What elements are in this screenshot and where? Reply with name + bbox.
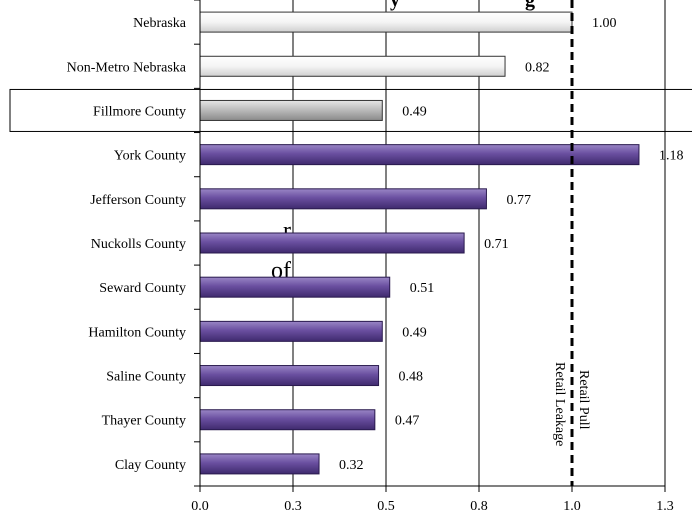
x-tick-label-4: 1.0 <box>563 499 581 514</box>
bar-10 <box>199 453 320 475</box>
x-tick-label-0: 0.0 <box>191 499 209 514</box>
category-label-9: Thayer County <box>102 414 186 429</box>
category-label-8: Saline County <box>106 370 186 385</box>
value-label-1: 0.82 <box>525 60 550 75</box>
labels-layer: Nebraska 1.00 Non-Metro Nebraska 0.82 Fillmo… <box>67 16 684 473</box>
category-label-2: Fillmore County <box>93 104 186 119</box>
bar-6 <box>199 276 391 298</box>
value-label-10: 0.32 <box>339 458 364 473</box>
bar-1 <box>199 55 506 77</box>
value-label-3: 1.18 <box>659 149 684 164</box>
x-tick-label-2: 0.5 <box>377 499 395 514</box>
retail-leakage-label: Retail Leakage <box>552 362 567 446</box>
category-label-1: Non-Metro Nebraska <box>67 60 187 75</box>
bar-5 <box>199 232 465 254</box>
value-label-2: 0.49 <box>402 104 427 119</box>
value-label-7: 0.49 <box>402 325 427 340</box>
value-label-4: 0.77 <box>506 193 531 208</box>
category-label-10: Clay County <box>115 458 186 473</box>
value-label-0: 1.00 <box>592 16 617 31</box>
highlight-box <box>9 88 692 132</box>
chart-title-fragment-right: g <box>525 0 535 11</box>
value-label-5: 0.71 <box>484 237 509 252</box>
category-label-4: Jefferson County <box>90 193 186 208</box>
value-label-6: 0.51 <box>410 281 435 296</box>
bar-2 <box>199 99 383 121</box>
category-label-7: Hamilton County <box>88 325 186 340</box>
category-label-6: Seward County <box>99 281 186 296</box>
bar-4 <box>199 188 487 210</box>
value-label-9: 0.47 <box>395 414 420 429</box>
retail-pull-label: Retail Pull <box>576 370 591 430</box>
side-text-line1: r <box>283 218 291 244</box>
x-tick-label-3: 0.8 <box>470 499 488 514</box>
bar-9 <box>199 409 376 431</box>
category-label-3: York County <box>114 149 186 164</box>
chart-title-fragment: y <box>390 0 400 11</box>
bar-8 <box>199 365 380 387</box>
x-tick-label-1: 0.3 <box>284 499 302 514</box>
category-label-5: Nuckolls County <box>91 237 186 252</box>
bar-7 <box>199 320 383 342</box>
bars-layer <box>199 11 640 475</box>
axis-layer: 0.0 0.3 0.5 0.8 1.0 1.3 <box>191 0 674 514</box>
category-label-0: Nebraska <box>133 16 187 31</box>
reference-layer: Retail Leakage Retail Pull <box>552 0 591 486</box>
x-tick-label-5: 1.3 <box>656 499 674 514</box>
bar-0 <box>199 11 573 33</box>
highlight-layer <box>9 88 692 132</box>
value-label-8: 0.48 <box>399 370 424 385</box>
